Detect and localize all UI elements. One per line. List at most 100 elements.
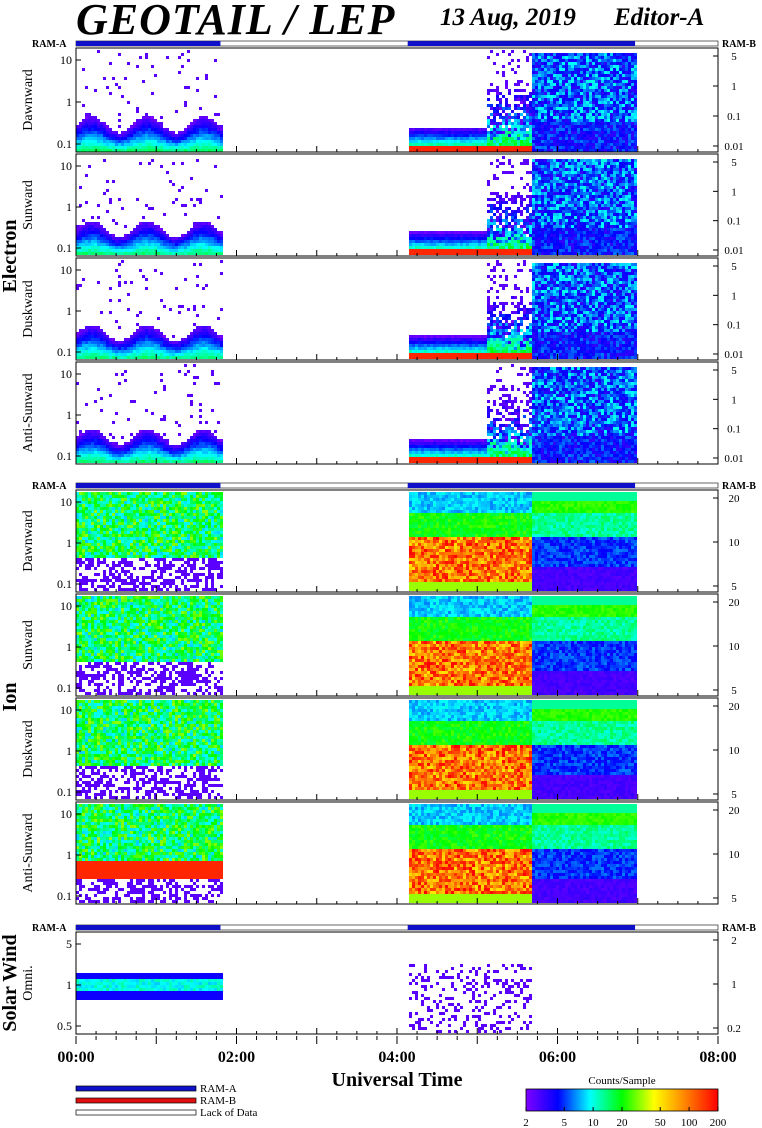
raster-cell	[448, 137, 451, 140]
raster-cell	[613, 246, 616, 249]
raster-cell	[472, 246, 475, 249]
raster-cell	[580, 140, 583, 143]
raster-cell	[565, 207, 568, 210]
raster-cell	[589, 216, 592, 219]
raster-cell	[598, 189, 601, 192]
raster-cell	[577, 119, 580, 122]
raster-cell	[130, 240, 133, 243]
raster-cell	[88, 356, 91, 359]
raster-cell	[421, 140, 424, 143]
raster-cell	[214, 234, 217, 237]
raster-cell	[616, 234, 619, 237]
raster-cell	[532, 128, 535, 131]
raster-cell	[631, 89, 634, 92]
raster-cell	[631, 71, 634, 74]
raster-cell	[169, 341, 172, 344]
raster-cell	[136, 335, 139, 338]
raster-cell	[526, 140, 529, 143]
raster-cell	[616, 89, 619, 92]
raster-cell	[154, 249, 157, 252]
raster-cell	[472, 240, 475, 243]
raster-cell	[451, 137, 454, 140]
raster-cell	[181, 341, 184, 344]
raster-cell	[202, 140, 205, 143]
raster-cell	[550, 228, 553, 231]
raster-cell	[175, 347, 178, 350]
raster-cell	[607, 89, 610, 92]
raster-cell	[583, 207, 586, 210]
raster-cell	[541, 122, 544, 125]
raster-cell	[112, 146, 115, 149]
raster-cell	[193, 252, 196, 255]
raster-cell	[550, 210, 553, 213]
raster-cell	[508, 104, 511, 107]
raster-cell	[610, 165, 613, 168]
raster-cell	[550, 98, 553, 101]
raster-cell	[571, 246, 574, 249]
raster-cell	[499, 143, 502, 146]
raster-cell	[562, 56, 565, 59]
raster-cell	[169, 356, 172, 359]
raster-cell	[568, 77, 571, 80]
raster-cell	[505, 243, 508, 246]
raster-cell	[421, 344, 424, 347]
raster-cell	[583, 92, 586, 95]
raster-cell	[568, 231, 571, 234]
raster-cell	[595, 162, 598, 165]
raster-cell	[79, 122, 82, 125]
raster-cell	[124, 243, 127, 246]
raster-cell	[502, 149, 505, 152]
raster-cell	[79, 335, 82, 338]
raster-cell	[196, 350, 199, 353]
raster-cell	[610, 240, 613, 243]
raster-cell	[505, 86, 508, 89]
raster-cell	[523, 237, 526, 240]
raster-cell	[631, 213, 634, 216]
raster-cell	[553, 210, 556, 213]
raster-cell	[151, 335, 154, 338]
raster-cell	[499, 122, 502, 125]
raster-cell	[493, 113, 496, 116]
raster-cell	[559, 71, 562, 74]
raster-cell	[532, 177, 535, 180]
raster-cell	[622, 198, 625, 201]
raster-cell	[94, 341, 97, 344]
raster-cell	[622, 149, 625, 152]
raster-cell	[418, 234, 421, 237]
raster-cell	[94, 228, 97, 231]
raster-cell	[559, 204, 562, 207]
raster-cell	[109, 143, 112, 146]
raster-cell	[511, 140, 514, 143]
raster-cell	[541, 201, 544, 204]
raster-cell	[88, 249, 91, 252]
raster-cell	[97, 149, 100, 152]
raster-cell	[562, 125, 565, 128]
raster-cell	[415, 140, 418, 143]
raster-cell	[415, 234, 418, 237]
raster-cell	[583, 174, 586, 177]
raster-cell	[592, 162, 595, 165]
raster-cell	[613, 140, 616, 143]
raster-cell	[538, 192, 541, 195]
raster-cell	[595, 56, 598, 59]
raster-cell	[103, 137, 106, 140]
raster-cell	[184, 240, 187, 243]
raster-cell	[511, 216, 514, 219]
raster-cell	[448, 353, 451, 356]
raster-cell	[520, 225, 523, 228]
raster-cell	[520, 125, 523, 128]
raster-cell	[433, 347, 436, 350]
raster-cell	[634, 237, 637, 240]
raster-cell	[124, 246, 127, 249]
raster-cell	[418, 338, 421, 341]
raster-cell	[595, 110, 598, 113]
raster-cell	[517, 80, 520, 83]
raster-cell	[121, 131, 124, 134]
raster-cell	[592, 246, 595, 249]
raster-cell	[460, 234, 463, 237]
raster-cell	[604, 86, 607, 89]
raster-cell	[622, 213, 625, 216]
raster-cell	[451, 143, 454, 146]
raster-cell	[613, 183, 616, 186]
raster-cell	[202, 344, 205, 347]
